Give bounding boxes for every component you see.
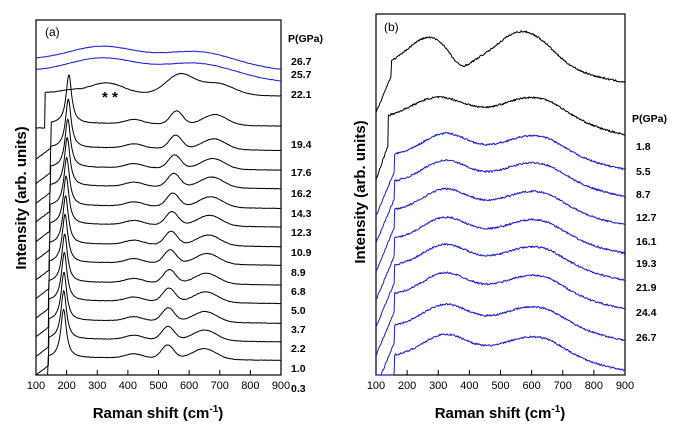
x-tick-label: 200 — [398, 380, 416, 392]
x-tick-label: 700 — [554, 380, 572, 392]
panel-b: (b) P(GPa) 100 200 300 400 500 600 700 800 900 1… — [352, 13, 667, 422]
panel-a-x-axis-title: Raman shift (cm-1) — [93, 404, 224, 422]
pressure-label: 19.3 — [636, 258, 657, 270]
x-tick-label: 700 — [211, 380, 229, 392]
panel-a-x-title-sup: -1 — [209, 404, 218, 415]
x-tick-label: 300 — [88, 380, 106, 392]
pressure-label: 16.1 — [636, 236, 657, 248]
pressure-label: 5.5 — [636, 166, 651, 178]
spectrum-line — [375, 216, 626, 300]
spectrum-line — [35, 213, 282, 299]
x-tick-label: 400 — [119, 380, 137, 392]
spectrum-line — [35, 195, 282, 281]
panel-b-label: (b) — [384, 20, 399, 34]
x-tick-label: 300 — [429, 380, 447, 392]
spectrum-line — [35, 175, 282, 261]
pressure-label: 10.9 — [291, 247, 312, 259]
x-tick-label: 900 — [272, 380, 290, 392]
pressure-label: 0.3 — [291, 383, 306, 395]
pressure-label: 12.7 — [636, 212, 657, 224]
x-tick-label: 100 — [27, 380, 45, 392]
pressure-label: 3.7 — [291, 324, 306, 336]
panel-b-x-title-sup: -1 — [551, 404, 560, 415]
x-tick-label: 800 — [585, 380, 603, 392]
pressure-label: 1.8 — [636, 141, 651, 153]
panel-a: (a) P(GPa) * * 100 200 300 400 500 600 700 800 9… — [13, 19, 323, 422]
spectrum-line — [35, 74, 281, 160]
spectrum-line — [375, 159, 626, 244]
x-tick-label: 900 — [616, 380, 634, 392]
spectrum-line — [35, 290, 281, 376]
x-tick-label: 800 — [241, 380, 259, 392]
pressure-label: 8.7 — [636, 189, 651, 201]
panel-b-x-ticks: 100 200 300 400 500 600 700 800 900 — [367, 370, 634, 392]
pressure-label: 21.9 — [636, 282, 657, 294]
spectrum-line — [35, 45, 281, 70]
pressure-label: 19.4 — [291, 139, 312, 151]
spectrum-line — [375, 271, 626, 357]
panel-a-y-axis-title: Intensity (arb. units) — [13, 126, 30, 269]
pressure-label: 14.3 — [291, 208, 312, 220]
spectrum-line — [36, 308, 282, 376]
spectrum-line — [35, 118, 282, 204]
x-tick-label: 400 — [460, 380, 478, 392]
spectrum-line — [35, 233, 282, 319]
x-tick-label: 200 — [57, 380, 75, 392]
panel-a-x-title-end: ) — [218, 405, 223, 422]
panel-b-y-axis-title: Intensity (arb. units) — [352, 120, 369, 263]
panel-b-x-title-main: Raman shift (cm — [435, 405, 552, 422]
spectrum-line — [376, 333, 626, 376]
spectrum-line — [35, 157, 282, 242]
pressure-label: 22.1 — [291, 89, 312, 101]
spectrum-line — [35, 251, 282, 338]
x-tick-label: 100 — [367, 380, 385, 392]
spectrum-line — [375, 243, 626, 327]
spectrum-line — [35, 72, 282, 129]
panel-a-x-ticks: 100 200 300 400 500 600 700 800 900 — [27, 370, 290, 392]
spectrum-line — [35, 137, 282, 223]
pressure-label: 16.2 — [291, 188, 312, 200]
panel-b-x-title-end: ) — [560, 405, 565, 422]
pressure-label: 25.7 — [291, 69, 312, 81]
pressure-label: 26.7 — [291, 56, 312, 68]
pressure-label: 2.2 — [291, 343, 306, 355]
panel-b-curves — [375, 30, 626, 376]
panel-b-legend-title: P(GPa) — [632, 113, 667, 125]
panel-a-pressure-labels: 26.725.7 22.1 19.4 17.6 16.2 14.3 12.3 10.9 8.9 6… — [291, 56, 312, 395]
panel-b-pressure-labels: 1.8 5.5 8.7 12.7 16.1 19.3 21.9 24.4 26.7 — [636, 141, 657, 344]
pressure-label: 26.7 — [636, 332, 657, 344]
spectrum-line — [375, 96, 626, 180]
spectrum-line — [35, 98, 282, 185]
panel-a-legend-title: P(GPa) — [288, 33, 323, 45]
spectrum-line — [35, 57, 281, 82]
spectrum-line — [376, 303, 626, 376]
pressure-label: 1.0 — [291, 363, 306, 375]
panel-a-curves — [35, 45, 282, 376]
spectrum-line — [35, 271, 281, 357]
pressure-label: 5.0 — [291, 305, 306, 317]
spectrum-line — [375, 187, 626, 273]
panel-b-x-axis-title: Raman shift (cm-1) — [435, 404, 566, 422]
x-tick-label: 600 — [180, 380, 198, 392]
pressure-label: 24.4 — [636, 307, 657, 319]
spectrum-line — [375, 30, 626, 113]
panel-b-frame — [375, 13, 626, 376]
pressure-label: 8.9 — [291, 267, 306, 279]
peak-asterisks: * * — [102, 89, 118, 106]
x-tick-label: 600 — [522, 380, 540, 392]
panel-a-x-title-main: Raman shift (cm — [93, 405, 210, 422]
pressure-label: 12.3 — [291, 227, 312, 239]
spectrum-line — [375, 131, 626, 216]
x-tick-label: 500 — [491, 380, 509, 392]
x-tick-label: 500 — [149, 380, 167, 392]
panel-a-label: (a) — [45, 25, 60, 39]
pressure-label: 6.8 — [291, 286, 306, 298]
pressure-label: 17.6 — [291, 167, 312, 179]
